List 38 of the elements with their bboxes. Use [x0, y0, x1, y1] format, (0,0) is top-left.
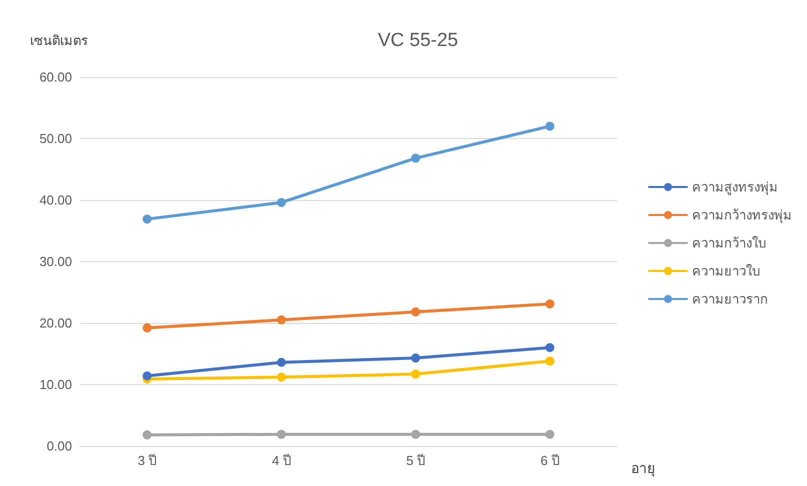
point [142, 214, 152, 224]
legend-label: ความสูงทรงพุ่ม [692, 180, 778, 196]
x-tick-label: 3 ปี [138, 453, 157, 468]
x-axis-title: อายุ [631, 460, 655, 477]
point [142, 430, 152, 440]
point [142, 323, 152, 332]
point [276, 315, 286, 324]
point [411, 370, 420, 379]
y-tick-label: 20.00 [39, 316, 72, 330]
y-axis-title: เซนติเมตร [30, 33, 88, 48]
point [411, 354, 420, 363]
y-tick-label: 30.00 [39, 254, 72, 269]
y-tick-label: 10.00 [39, 377, 72, 392]
point [276, 198, 286, 207]
point [276, 358, 286, 367]
point [142, 371, 152, 380]
point [411, 307, 420, 316]
point [411, 430, 420, 439]
point [545, 343, 554, 352]
x-tick-label: 5 ปี [406, 453, 426, 468]
point [545, 122, 554, 131]
point [411, 154, 420, 163]
x-tick-label: 6 ปี [540, 453, 560, 468]
point [276, 372, 286, 382]
y-tick-label: 40.00 [39, 192, 72, 208]
legend-label: ความยาวราก [692, 292, 768, 306]
chart-title: VC 55-25 [378, 30, 458, 51]
legend-label: ความกว้างใบ [692, 236, 766, 250]
point [545, 299, 554, 308]
point [276, 430, 286, 439]
y-tick-label: 50.00 [39, 131, 72, 146]
y-tick-label: 60.00 [39, 70, 72, 84]
legend-label: ความยาวใบ [692, 264, 760, 278]
point [545, 430, 554, 439]
point [545, 356, 554, 366]
y-tick-label: 0.00 [46, 438, 72, 454]
x-tick-label: 4 ปี [272, 453, 291, 468]
legend-label: ความกว้างทรงพุ่ม [692, 208, 792, 224]
